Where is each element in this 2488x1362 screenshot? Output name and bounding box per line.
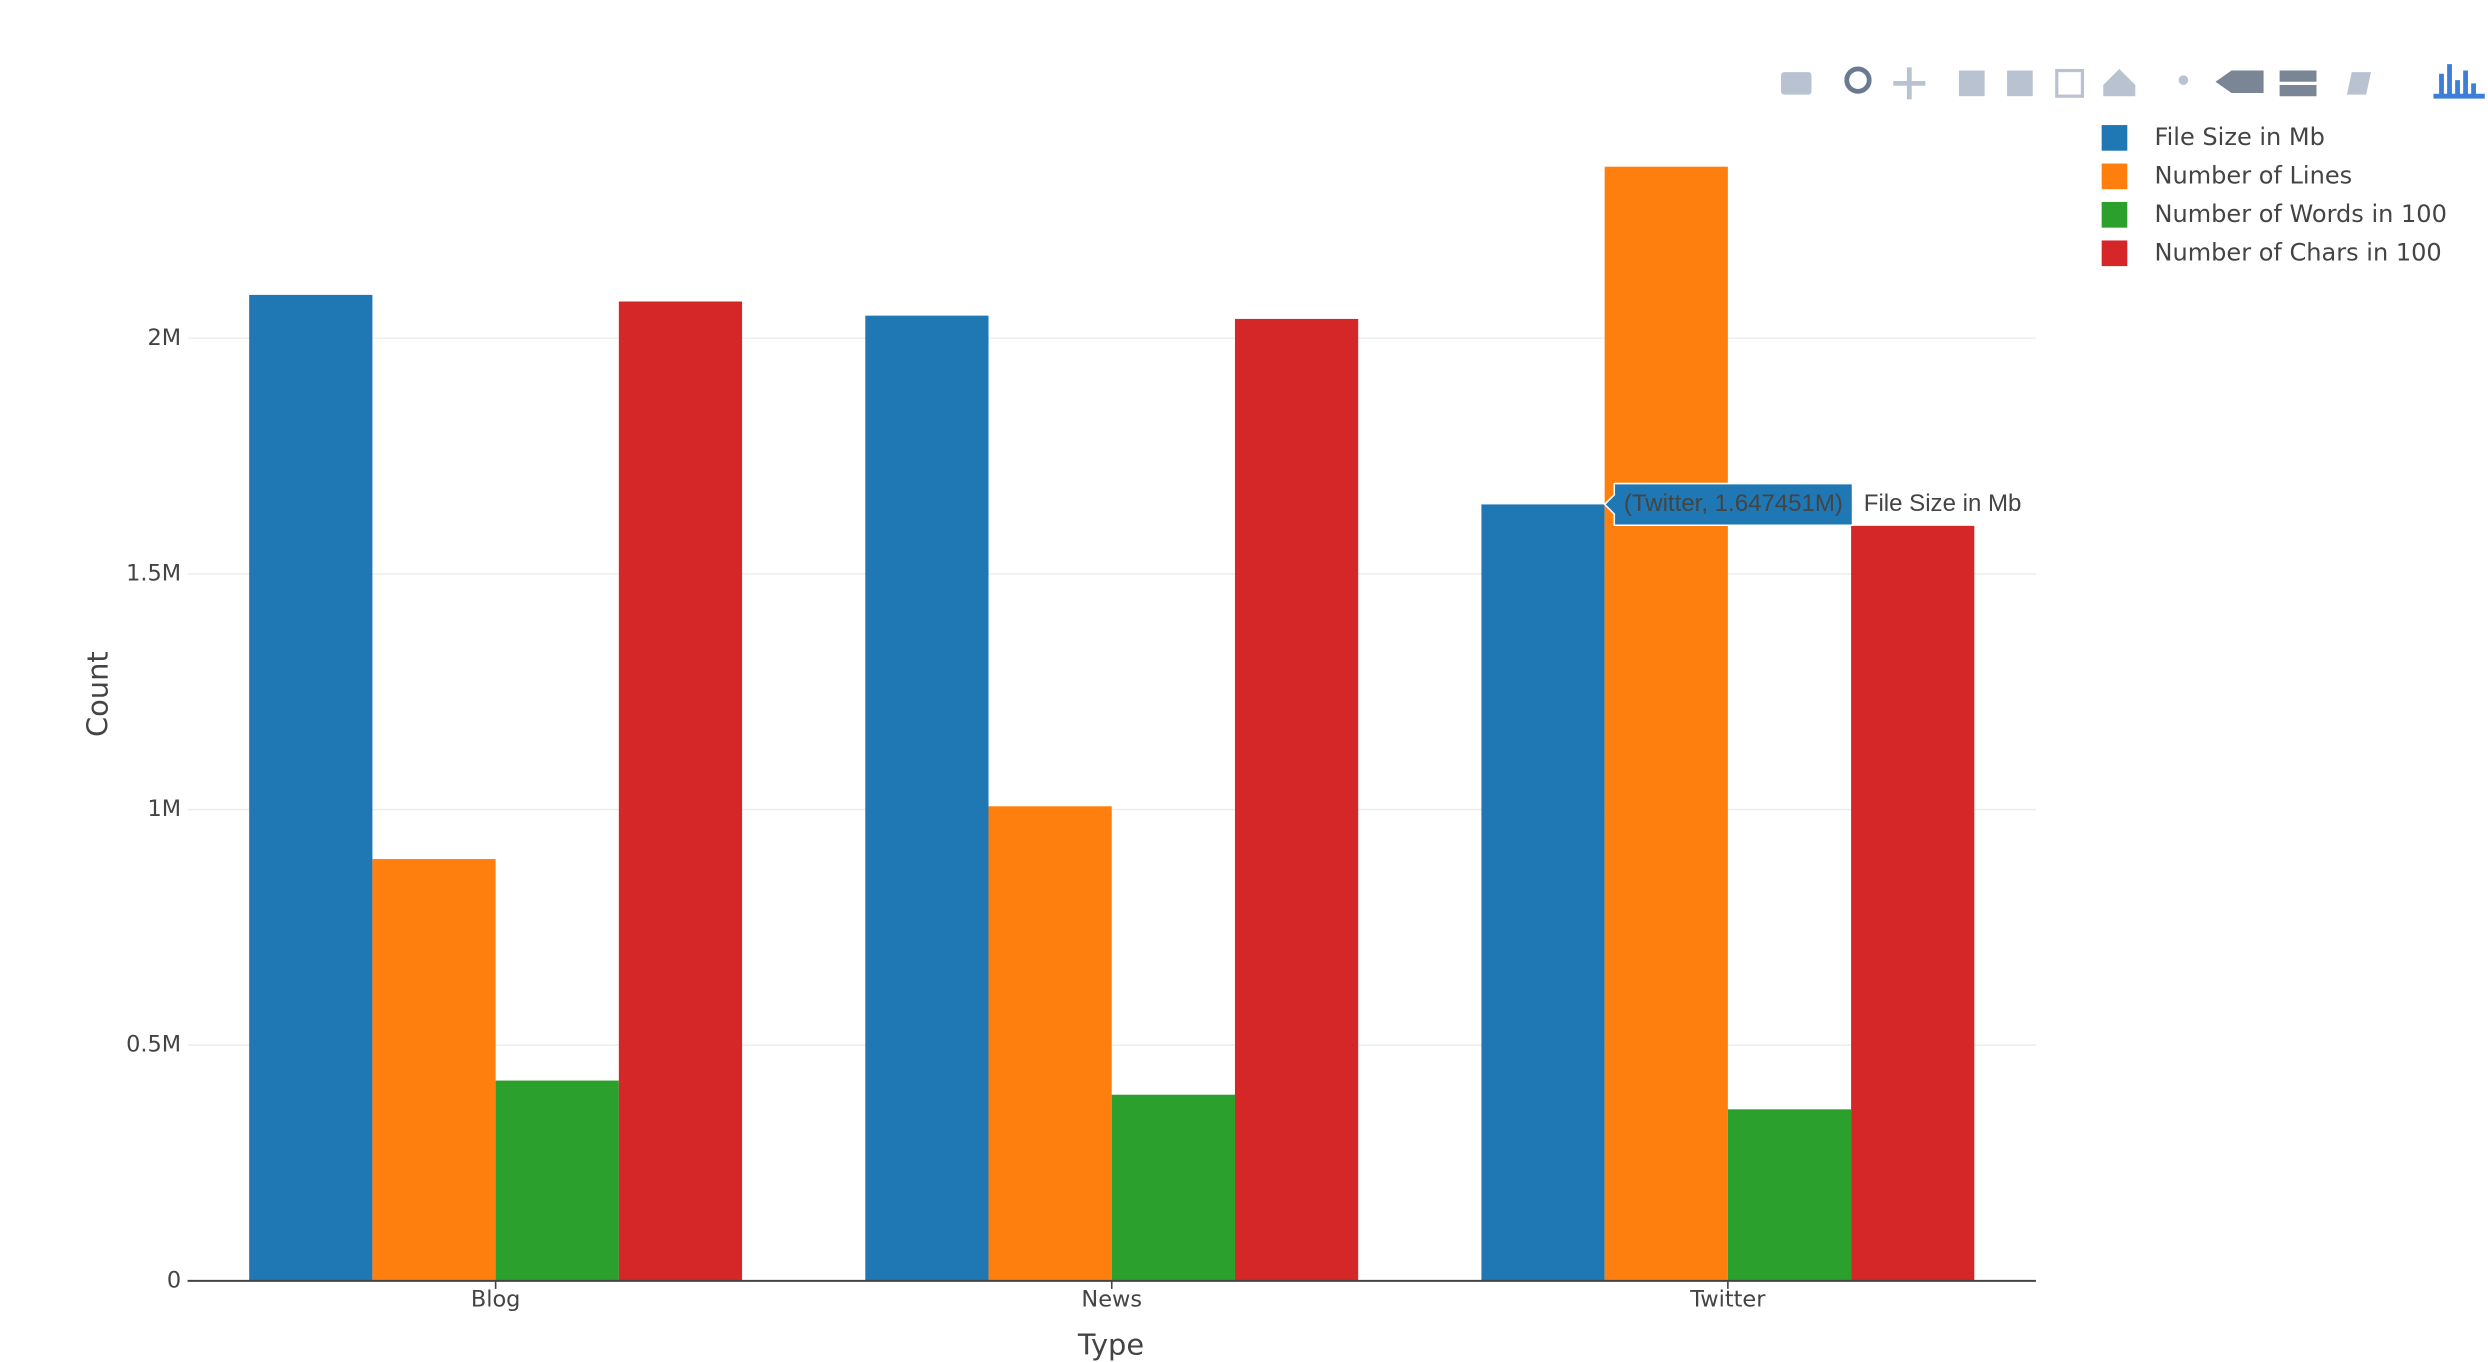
spike-icon[interactable] bbox=[2178, 75, 2189, 85]
tooltip-series: File Size in Mb bbox=[1864, 490, 2022, 517]
legend-label: File Size in Mb bbox=[2155, 123, 2325, 151]
bar bbox=[618, 301, 743, 1281]
legend-label: Number of Words in 100 bbox=[2155, 200, 2447, 228]
bar bbox=[1234, 318, 1359, 1281]
bar bbox=[1851, 525, 1975, 1281]
bar bbox=[1111, 1094, 1235, 1281]
bar bbox=[495, 1080, 619, 1281]
x-tick-label: Blog bbox=[471, 1287, 521, 1313]
zoom-icon[interactable] bbox=[1844, 66, 1872, 94]
x-tick-label: Twitter bbox=[1689, 1287, 1766, 1313]
bar bbox=[988, 806, 1112, 1281]
y-tick-label: 1.5M bbox=[126, 560, 181, 586]
camera-icon[interactable] bbox=[1781, 72, 1812, 95]
plotly-logo[interactable] bbox=[2433, 64, 2485, 99]
x-axis-title: Type bbox=[1077, 1328, 1144, 1362]
toolbar bbox=[1781, 64, 2485, 100]
hover-closest-icon[interactable] bbox=[2215, 70, 2264, 93]
legend-label: Number of Chars in 100 bbox=[2155, 238, 2442, 266]
home-icon[interactable] bbox=[2103, 68, 2136, 97]
pan-icon[interactable] bbox=[1893, 67, 1926, 100]
x-tick-label: News bbox=[1081, 1287, 1142, 1313]
bar bbox=[372, 859, 496, 1281]
bar bbox=[249, 294, 373, 1281]
bar bbox=[1604, 166, 1728, 1281]
zoom-in-icon[interactable] bbox=[1958, 70, 1985, 97]
tooltip-box bbox=[1603, 482, 1854, 527]
legend-swatch bbox=[2101, 201, 2128, 228]
y-tick-label: 1M bbox=[148, 796, 182, 822]
y-tick-label: 0 bbox=[167, 1267, 181, 1293]
tooltip: (Twitter, 1.647451M) File Size in Mb bbox=[1603, 482, 2022, 527]
bar bbox=[1727, 1109, 1852, 1281]
legend-swatch bbox=[2101, 125, 2128, 151]
bar bbox=[865, 315, 989, 1281]
y-axis-title: Count bbox=[80, 651, 114, 737]
y-tick-label: 2M bbox=[148, 325, 182, 351]
zoom-out-icon[interactable] bbox=[2007, 70, 2033, 97]
legend-label: Number of Lines bbox=[2155, 161, 2353, 189]
bar bbox=[1481, 504, 1605, 1281]
legend-swatch bbox=[2101, 163, 2128, 190]
legend-swatch bbox=[2101, 240, 2128, 267]
autoscale-icon[interactable] bbox=[2055, 68, 2085, 98]
hover-compare-icon[interactable] bbox=[2279, 70, 2317, 97]
edit-icon[interactable] bbox=[2346, 72, 2371, 95]
y-tick-label: 0.5M bbox=[126, 1032, 181, 1058]
tooltip-label: (Twitter, 1.647451M) bbox=[1624, 490, 1843, 517]
